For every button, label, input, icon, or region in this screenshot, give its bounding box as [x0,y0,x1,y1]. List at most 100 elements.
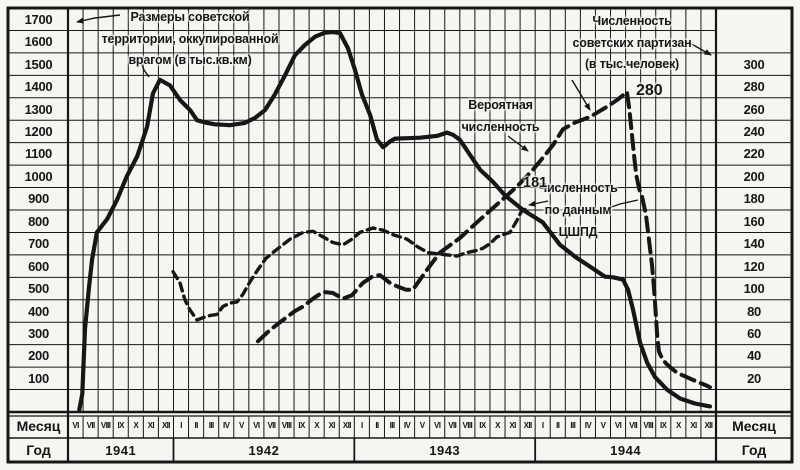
right-axis-tick: 160 [743,213,765,229]
month-cell: II [375,421,379,430]
left-axis-tick: 500 [28,281,49,297]
month-cell: VII [629,421,638,430]
year-cell: 1944 [610,442,642,458]
month-cell: X [675,421,681,430]
probable-number-label: Вероятная численность [461,98,540,134]
left-axis-tick: 800 [28,213,49,229]
month-cell: I [180,421,182,430]
year-row-label-left: Год [26,442,51,458]
month-cell: V [238,421,244,430]
month-cell: XII [704,421,713,430]
territory-curve-label: Размеры советской территории, оккупирова… [101,10,279,67]
left-axis-tick: 600 [28,258,49,274]
month-row-label-left: Месяц [16,417,61,434]
month-cell: X [314,421,320,430]
month-cell: IX [298,421,305,430]
month-cell: VII [267,421,276,430]
annotation-arrow [507,135,529,152]
left-axis-tick: 1600 [24,34,53,50]
peak-value-280: 280 [636,82,663,99]
month-cell: XII [523,421,533,430]
month-cell: VIII [100,421,111,430]
month-cell: X [495,421,500,430]
left-axis-tick: 1100 [24,146,52,162]
month-cell: XI [328,421,336,430]
month-cell: IV [403,421,411,430]
month-cell: VI [72,421,79,430]
right-axis-tick: 200 [743,168,765,184]
left-axis-tick: 300 [28,325,49,341]
month-row-label-right: Месяц [732,417,776,434]
year-row-label-right: Год [741,442,767,458]
month-cell: V [419,421,425,430]
month-cell: IX [660,421,667,430]
right-axis-tick: 20 [747,370,761,386]
annotation-arrow [687,41,712,56]
annotation-arrow [528,200,549,207]
month-cell: III [389,421,395,430]
left-axis-tick: 900 [28,191,49,207]
month-cell: III [570,421,576,430]
annotation-arrow [76,14,121,24]
left-axis-tick: 200 [28,348,49,364]
right-axis-tick: 120 [743,258,765,274]
month-cell: VI [253,421,260,430]
tsshpd-number-label: Численность по данным ЦШПД [538,181,618,239]
right-axis-tick: 300 [743,56,765,72]
right-axis-tick: 220 [743,146,765,162]
month-cell: V [600,421,606,430]
month-cell: XII [161,421,171,430]
series-2 [171,207,530,322]
right-axis-tick: 80 [747,303,761,319]
month-cell: XI [147,421,155,430]
month-cell: IV [584,421,592,430]
month-cell: IX [479,421,486,430]
month-cell: I [541,421,544,430]
year-cell: 1943 [429,442,461,458]
month-cell: VIII [643,421,654,430]
right-axis-tick: 100 [743,281,765,297]
left-axis-tick: 1700 [24,11,53,27]
left-axis-tick: 1500 [24,56,53,72]
left-axis-tick: 1300 [24,101,53,117]
left-axis-tick: 1400 [24,79,53,95]
month-cell: VIII [462,421,473,430]
month-cell: I [361,421,363,430]
month-cell: XI [509,421,516,430]
month-cell: IX [117,421,125,430]
year-cell: 1942 [248,442,280,458]
annotation-arrow [571,79,591,111]
right-axis-tick: 40 [747,348,761,364]
month-cell: VI [614,421,622,430]
month-cell: II [556,421,560,430]
annotation-arrow [602,199,639,211]
month-cell: X [133,421,139,430]
series-0 [77,29,713,412]
month-cell: XII [342,421,352,430]
month-cell: IV [223,421,230,430]
month-cell: VIII [281,421,292,430]
month-cell: III [208,421,214,430]
right-axis-tick: 240 [743,123,765,139]
left-axis-tick: 1000 [24,168,53,184]
series-3 [625,91,712,390]
month-cell: XI [690,421,697,430]
annotation-arrow [139,59,150,78]
partisans-axis-label: Численность советских партизан (в тыс.че… [572,14,692,71]
peak-value-181: 181 [523,175,548,191]
left-axis-tick: 100 [28,370,49,386]
right-axis-tick: 60 [747,325,761,341]
series-1 [255,91,630,344]
month-cell: II [194,421,199,430]
left-axis-tick: 1200 [24,123,53,139]
month-cell: VI [434,421,441,430]
month-cell: VII [448,421,457,430]
right-axis-tick: 280 [743,79,765,95]
left-axis-tick: 400 [28,303,49,319]
right-axis-tick: 140 [743,236,765,252]
right-axis-tick: 180 [743,191,765,207]
year-cell: 1941 [105,442,137,458]
right-axis-tick: 260 [743,101,765,117]
